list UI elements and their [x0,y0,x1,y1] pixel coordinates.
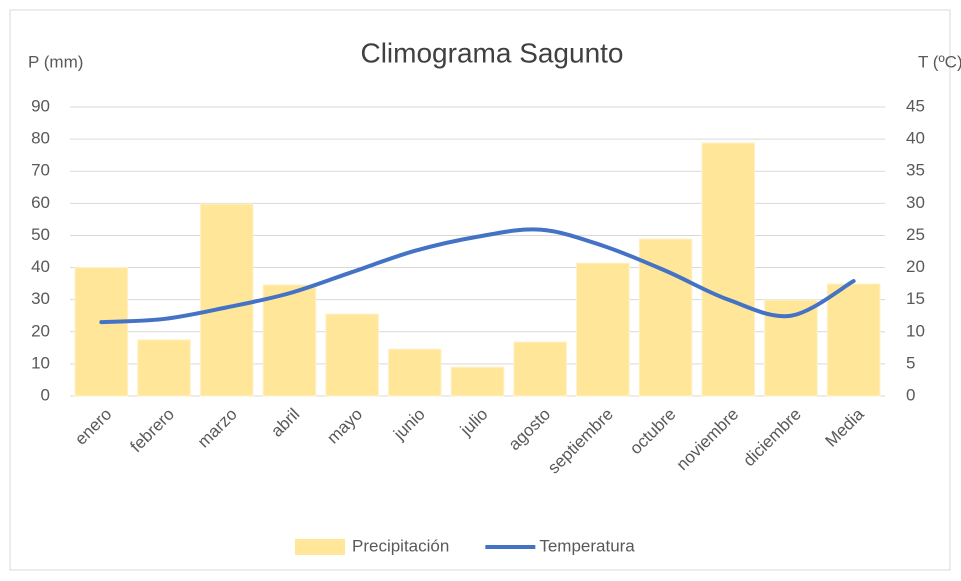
bar [262,284,317,397]
y2-tick-label: 20 [906,257,925,276]
bar [450,366,505,397]
y2-tick-label: 10 [906,321,925,340]
y-tick-label: 0 [41,385,50,404]
y2-tick-label: 25 [906,225,925,244]
y2-tick-label: 45 [906,96,925,115]
line [99,227,856,325]
y-tick-label: 40 [31,257,50,276]
bar [513,341,568,397]
bar [74,267,129,397]
bar [701,142,756,397]
y2-tick-label: 30 [906,193,925,212]
y-axis-label: P (mm) [28,52,83,71]
y-tick-label: 30 [31,289,50,308]
chart-title: Climograma Sagunto [360,37,623,68]
y2-tick-label: 40 [906,129,925,148]
bar [325,313,379,397]
y-tick-label: 90 [31,96,50,115]
legend-swatch [295,539,345,555]
bar [387,348,442,397]
y2-tick-label: 5 [906,353,915,372]
y-tick-label: 10 [31,353,50,372]
legend-label: Precipitación [352,536,449,555]
y2-tick-label: 0 [906,385,915,404]
chart-frame [9,9,951,571]
y-tick-label: 60 [31,193,50,212]
y-tick-label: 20 [31,321,50,340]
y2-tick-label: 35 [906,161,925,180]
bar [826,283,881,397]
y-tick-label: 80 [31,129,50,148]
y2-tick-label: 15 [906,289,925,308]
legend-label: Temperatura [539,536,635,555]
bar [199,203,254,397]
y2-axis-label: T (ºC) [918,52,961,71]
y-tick-label: 50 [31,225,50,244]
bar [576,262,630,397]
y-tick-label: 70 [31,161,50,180]
bar [137,339,191,397]
